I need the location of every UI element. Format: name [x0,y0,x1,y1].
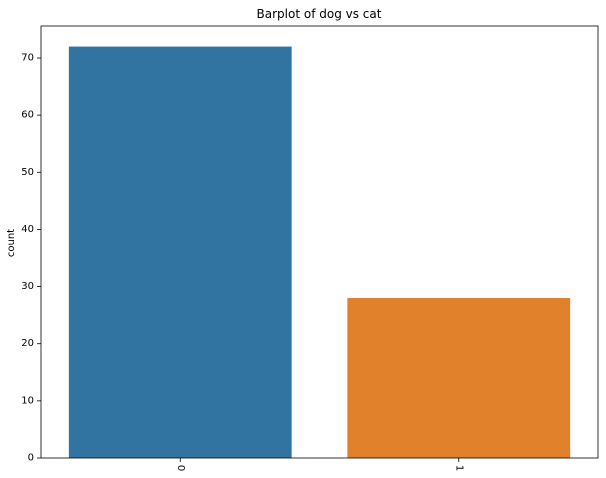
y-tick-label-20: 20 [21,338,34,349]
x-tick-label-0: 0 [175,465,186,471]
chart-title: Barplot of dog vs cat [257,7,382,21]
x-tick-label-1: 1 [453,465,464,471]
bar-1 [347,298,571,458]
y-tick-label-30: 30 [21,281,34,292]
y-axis-label: count [6,229,17,257]
bar-0 [68,46,292,458]
plot-frame [40,25,599,459]
y-tick-label-0: 0 [28,453,34,464]
y-tick-label-70: 70 [21,53,34,64]
y-tick-label-40: 40 [21,224,34,235]
y-tick-label-10: 10 [21,395,34,406]
y-tick-label-60: 60 [21,110,34,121]
y-tick-label-50: 50 [21,167,34,178]
